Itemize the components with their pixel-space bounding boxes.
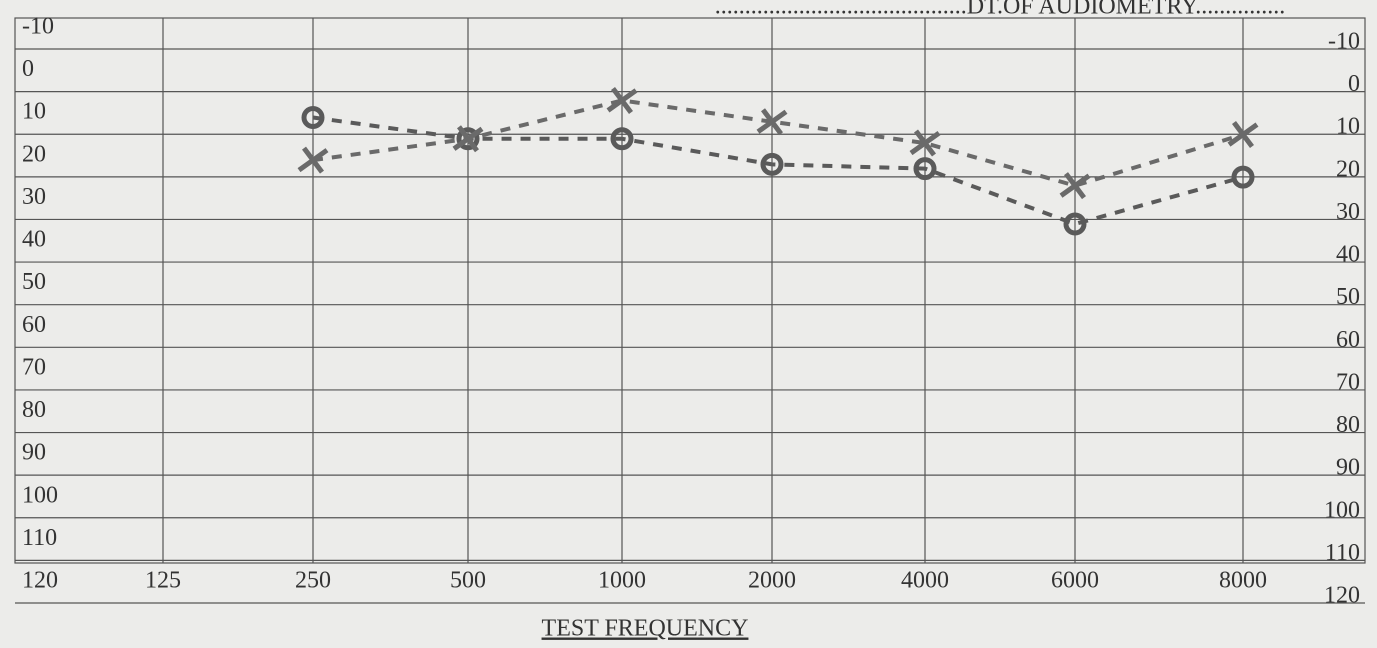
marker-o [1231, 165, 1255, 189]
y2-tick-label: 80 [1336, 412, 1360, 438]
y-tick-label: 20 [22, 141, 46, 167]
y-tick-label: 40 [22, 227, 46, 253]
y2-tick-label: -10 [1328, 29, 1360, 55]
y2-tick-label: 0 [1348, 71, 1360, 97]
marker-o [1063, 212, 1087, 236]
marker-o [456, 127, 480, 151]
x-tick-label: 6000 [1051, 568, 1099, 594]
x-tick-label: 250 [295, 568, 331, 594]
marker-x [606, 86, 638, 114]
y2-tick-label: 10 [1336, 114, 1360, 140]
marker-x [452, 125, 484, 153]
x-tick-label: 8000 [1219, 568, 1267, 594]
y2-tick-label: 50 [1336, 284, 1360, 310]
x-tick-label: 125 [145, 568, 181, 594]
marker-x [297, 146, 329, 174]
y2-tick-label: 90 [1336, 455, 1360, 481]
y-tick-label: 10 [22, 99, 46, 125]
y-tick-label: 110 [22, 525, 57, 551]
chart-title: ........................................… [715, 0, 1285, 20]
y2-tick-label: 120 [1324, 583, 1360, 609]
marker-o [301, 105, 325, 129]
y-tick-label: 80 [22, 397, 46, 423]
y-tick-label: 70 [22, 354, 46, 380]
y-tick-label: -10 [22, 14, 54, 40]
marker-x [756, 108, 788, 136]
y-tick-label: 60 [22, 312, 46, 338]
marker-x [1059, 172, 1091, 200]
y2-tick-label: 70 [1336, 369, 1360, 395]
x-tick-label: 1000 [598, 568, 646, 594]
marker-o [610, 127, 634, 151]
y2-tick-label: 20 [1336, 156, 1360, 182]
x-axis-label: TEST FREQUENCY [542, 616, 749, 642]
marker-o [760, 152, 784, 176]
y-tick-label: 0 [22, 56, 34, 82]
marker-o [913, 157, 937, 181]
y-tick-label: 90 [22, 440, 46, 466]
y-tick-label: 30 [22, 184, 46, 210]
y2-tick-label: 100 [1324, 497, 1360, 523]
marker-x [1227, 121, 1259, 149]
plot-frame [14, 17, 1366, 564]
y2-tick-label: 40 [1336, 242, 1360, 268]
y-tick-label: 50 [22, 269, 46, 295]
marker-x [909, 129, 941, 157]
y2-tick-label: 110 [1325, 540, 1360, 566]
x-tick-label: 500 [450, 568, 486, 594]
y-tick-label: 120 [22, 568, 58, 594]
y2-tick-label: 60 [1336, 327, 1360, 353]
y-tick-label: 100 [22, 482, 58, 508]
x-tick-label: 2000 [748, 568, 796, 594]
x-tick-label: 4000 [901, 568, 949, 594]
y2-tick-label: 30 [1336, 199, 1360, 225]
